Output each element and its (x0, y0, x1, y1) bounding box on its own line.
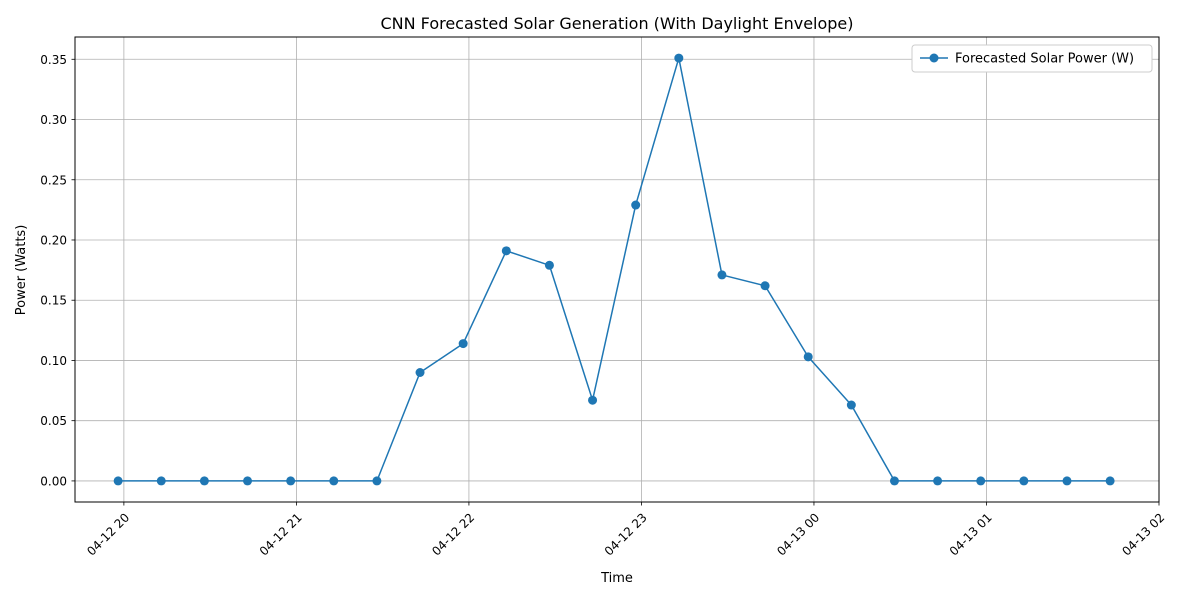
y-tick-label: 0.30 (40, 113, 67, 127)
y-tick-label: 0.20 (40, 233, 67, 247)
data-point (846, 400, 856, 410)
legend: Forecasted Solar Power (W) (911, 44, 1153, 73)
y-tick-label: 0.05 (40, 414, 67, 428)
data-point (933, 476, 943, 486)
x-tick-label: 04-12 20 (84, 510, 132, 558)
data-point (372, 476, 382, 486)
x-tick-label: 04-12 21 (257, 510, 305, 558)
data-point (1019, 476, 1029, 486)
x-axis-ticks: 04-12 20 04-12 21 04-12 22 04-12 23 04-13 00… (84, 502, 1167, 558)
data-point (803, 352, 813, 362)
legend-box (911, 44, 1153, 73)
data-point (501, 246, 511, 256)
legend-label: Forecasted Solar Power (W) (955, 52, 1134, 67)
series-line (118, 57, 1111, 482)
x-tick-label: 04-12 23 (602, 510, 650, 558)
x-tick-label: 04-13 00 (774, 510, 822, 558)
plot-frame (74, 36, 1160, 503)
data-point (1062, 476, 1072, 486)
data-point (976, 476, 986, 486)
data-point (286, 476, 296, 486)
y-tick-label: 0.10 (40, 354, 67, 368)
data-point (588, 395, 598, 405)
x-tick-label: 04-13 02 (1119, 510, 1167, 558)
legend-marker-swatch (929, 53, 939, 63)
data-point (674, 53, 684, 63)
data-point (544, 260, 554, 270)
x-tick-label: 04-12 22 (429, 510, 477, 558)
x-axis-title: Time (600, 571, 633, 586)
data-point (889, 476, 899, 486)
data-point (329, 476, 339, 486)
y-tick-label: 0.35 (40, 53, 67, 67)
y-axis-title: Power (Watts) (14, 225, 29, 316)
plot-area (113, 53, 1115, 486)
y-tick-label: 0.25 (40, 173, 67, 187)
chart-title: CNN Forecasted Solar Generation (With Da… (380, 14, 853, 33)
data-point (760, 281, 770, 291)
data-point (156, 476, 166, 486)
data-point (415, 367, 425, 377)
data-point (1105, 476, 1115, 486)
data-point (113, 476, 123, 486)
data-point (631, 200, 641, 210)
data-point (199, 476, 209, 486)
data-point (243, 476, 253, 486)
grid (75, 37, 1160, 502)
y-tick-label: 0.15 (40, 294, 67, 308)
y-axis-ticks: 0.00 0.05 0.10 0.15 0.20 0.25 0.30 0.35 (40, 53, 75, 488)
data-point (458, 339, 468, 349)
x-tick-label: 04-13 01 (947, 510, 995, 558)
data-point (717, 270, 727, 280)
y-tick-label: 0.00 (40, 474, 67, 488)
